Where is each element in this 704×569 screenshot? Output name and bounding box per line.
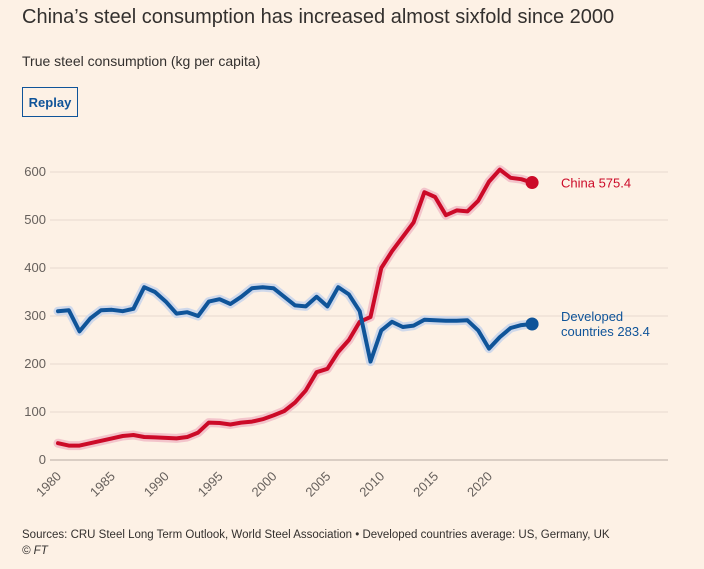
y-tick-label: 300 — [24, 308, 46, 323]
x-axis-ticks: 1980 1985 1990 1995 2000 2005 2010 2015 2020 — [33, 469, 495, 500]
y-tick-label: 400 — [24, 260, 46, 275]
y-tick-label: 500 — [24, 212, 46, 227]
y-tick-label: 600 — [24, 164, 46, 179]
china-end-label: China 575.4 — [561, 176, 631, 191]
x-tick-label: 2020 — [464, 469, 495, 500]
y-tick-label: 100 — [24, 404, 46, 419]
x-tick-label: 2015 — [410, 469, 441, 500]
y-tick-label: 200 — [24, 356, 46, 371]
replay-button[interactable]: Replay — [22, 87, 78, 117]
developed-countries-end-marker — [525, 317, 539, 331]
x-tick-label: 1995 — [195, 469, 226, 500]
x-tick-label: 1985 — [87, 469, 118, 500]
source-note: Sources: CRU Steel Long Term Outlook, Wo… — [22, 529, 610, 541]
developed-countries-line — [56, 285, 535, 364]
y-axis-ticks: 0 100 200 300 400 500 600 — [24, 164, 46, 467]
series-group — [53, 165, 539, 451]
x-tick-label: 2000 — [249, 469, 280, 500]
developed-end-label-line: countries 283.4 — [561, 324, 650, 339]
ft-credit: © FT — [22, 545, 48, 557]
x-tick-label: 1980 — [33, 469, 64, 500]
y-tick-label: 0 — [39, 452, 46, 467]
chart-subtitle: True steel consumption (kg per capita) — [22, 53, 261, 69]
developed-end-label-line: Developed — [561, 309, 623, 324]
x-tick-label: 2010 — [356, 469, 387, 500]
china-end-marker — [525, 176, 539, 190]
china-line — [56, 167, 535, 448]
x-tick-label: 1990 — [141, 469, 172, 500]
chart-title: China’s steel consumption has increased … — [22, 6, 615, 28]
x-tick-label: 2005 — [302, 469, 333, 500]
developed-countries-halo — [53, 282, 537, 367]
